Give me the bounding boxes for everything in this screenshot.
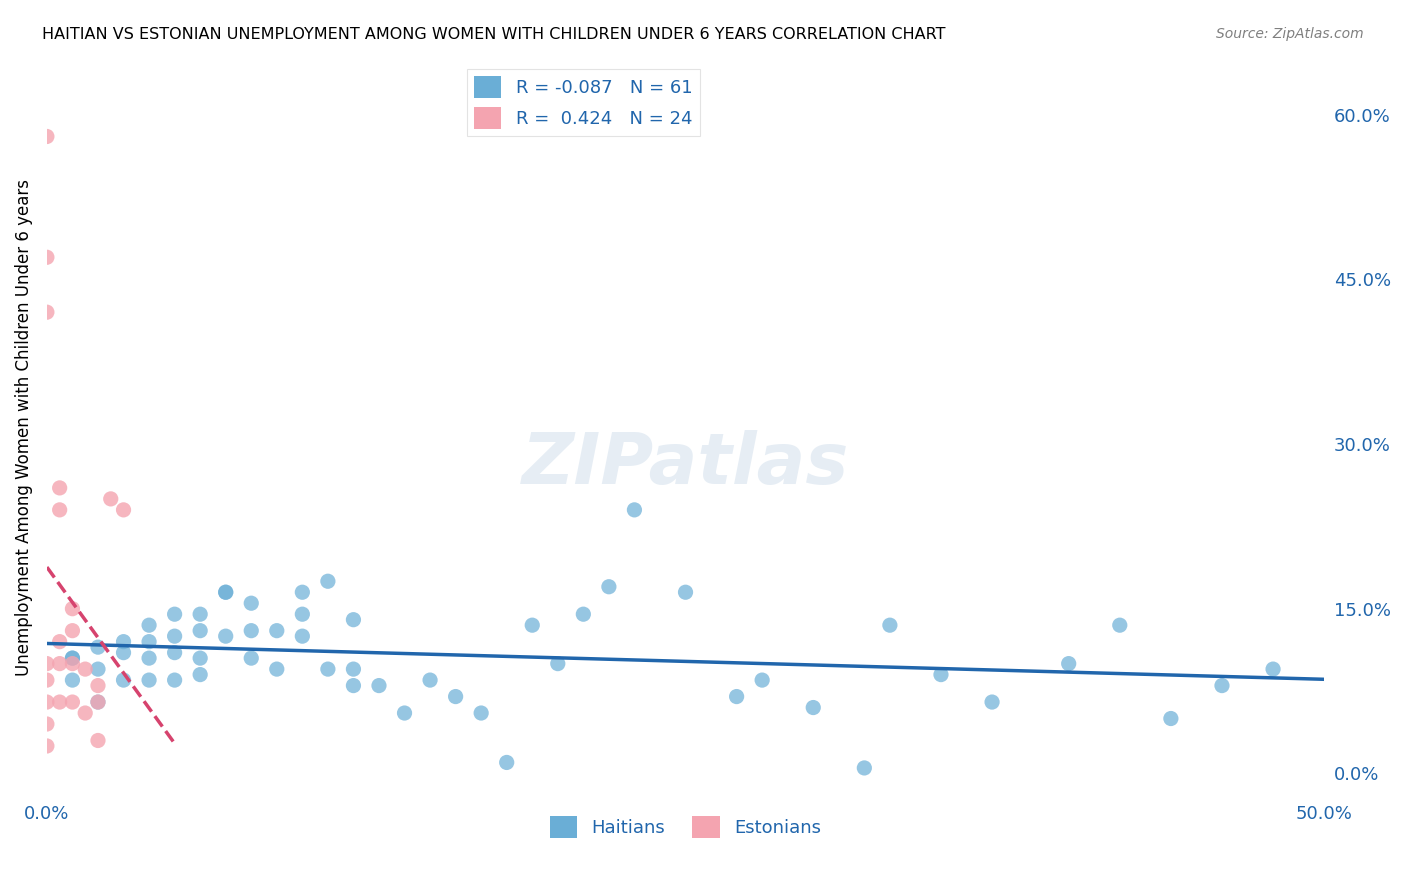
Point <box>215 629 238 643</box>
Point <box>1211 679 1233 693</box>
Point <box>62 695 84 709</box>
Point <box>163 607 186 622</box>
Point <box>725 690 748 704</box>
Point <box>75 706 97 720</box>
Point <box>598 580 620 594</box>
Point <box>87 640 110 654</box>
Point <box>470 706 492 720</box>
Point <box>48 657 70 671</box>
Point <box>62 673 84 687</box>
Point <box>751 673 773 687</box>
Point <box>444 690 467 704</box>
Point <box>1108 618 1130 632</box>
Point <box>1057 657 1080 671</box>
Text: HAITIAN VS ESTONIAN UNEMPLOYMENT AMONG WOMEN WITH CHILDREN UNDER 6 YEARS CORRELA: HAITIAN VS ESTONIAN UNEMPLOYMENT AMONG W… <box>42 27 946 42</box>
Point <box>929 667 952 681</box>
Point <box>291 629 314 643</box>
Point <box>35 250 58 264</box>
Point <box>675 585 697 599</box>
Point <box>547 657 569 671</box>
Point <box>1261 662 1284 676</box>
Point <box>87 662 110 676</box>
Point <box>240 624 263 638</box>
Point <box>62 657 84 671</box>
Point <box>87 695 110 709</box>
Point <box>342 613 364 627</box>
Point <box>35 657 58 671</box>
Point <box>266 624 288 638</box>
Point <box>188 651 211 665</box>
Point <box>342 662 364 676</box>
Point <box>316 574 339 589</box>
Point <box>112 646 135 660</box>
Point <box>112 673 135 687</box>
Point <box>163 673 186 687</box>
Point <box>215 585 238 599</box>
Point <box>62 651 84 665</box>
Point <box>342 679 364 693</box>
Point <box>1160 712 1182 726</box>
Point <box>266 662 288 676</box>
Point <box>163 629 186 643</box>
Point <box>394 706 416 720</box>
Point <box>188 607 211 622</box>
Point <box>138 673 160 687</box>
Point <box>35 739 58 753</box>
Point <box>138 618 160 632</box>
Point <box>35 673 58 687</box>
Point <box>48 503 70 517</box>
Point <box>368 679 391 693</box>
Point <box>623 503 645 517</box>
Point <box>35 717 58 731</box>
Point <box>100 491 122 506</box>
Point <box>48 481 70 495</box>
Point <box>801 700 824 714</box>
Point <box>35 129 58 144</box>
Point <box>879 618 901 632</box>
Point <box>853 761 876 775</box>
Point <box>138 651 160 665</box>
Point <box>48 695 70 709</box>
Point <box>138 634 160 648</box>
Point <box>240 596 263 610</box>
Point <box>87 695 110 709</box>
Point <box>419 673 441 687</box>
Point <box>62 624 84 638</box>
Point <box>87 679 110 693</box>
Point <box>75 662 97 676</box>
Point <box>163 646 186 660</box>
Point <box>112 503 135 517</box>
Point <box>240 651 263 665</box>
Point <box>112 634 135 648</box>
Point <box>62 651 84 665</box>
Y-axis label: Unemployment Among Women with Children Under 6 years: Unemployment Among Women with Children U… <box>15 179 32 676</box>
Point <box>48 634 70 648</box>
Point <box>522 618 544 632</box>
Text: Source: ZipAtlas.com: Source: ZipAtlas.com <box>1216 27 1364 41</box>
Point <box>188 624 211 638</box>
Point <box>291 585 314 599</box>
Legend: Haitians, Estonians: Haitians, Estonians <box>543 809 828 846</box>
Text: ZIPatlas: ZIPatlas <box>522 430 849 499</box>
Point <box>188 667 211 681</box>
Point <box>316 662 339 676</box>
Point <box>35 695 58 709</box>
Point <box>572 607 595 622</box>
Point <box>215 585 238 599</box>
Point <box>291 607 314 622</box>
Point <box>981 695 1004 709</box>
Point <box>62 601 84 615</box>
Point <box>495 756 517 770</box>
Point <box>35 305 58 319</box>
Point <box>87 733 110 747</box>
